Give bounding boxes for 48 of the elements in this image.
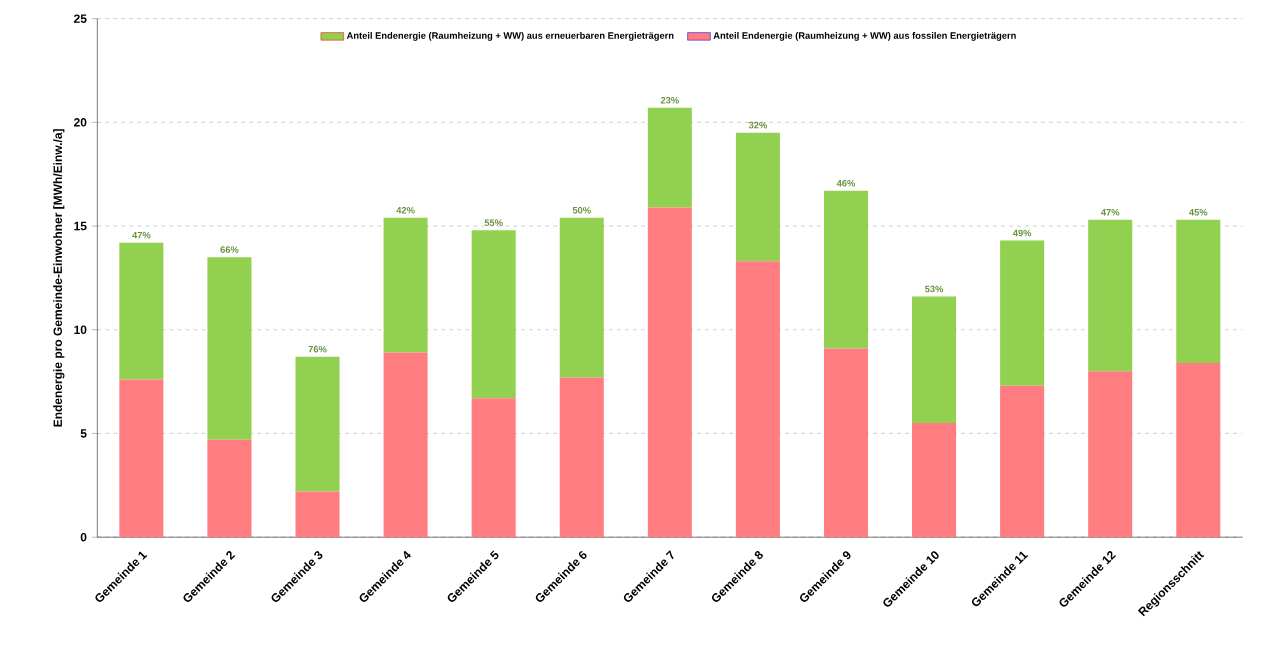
bar [1088, 219, 1133, 372]
bar [383, 352, 428, 537]
bar [119, 242, 164, 380]
annotation: 45% [1189, 208, 1208, 216]
annotation: 47% [132, 231, 151, 239]
bar [1088, 371, 1133, 537]
annotation: 49% [1012, 229, 1032, 237]
annotation: 23% [660, 96, 679, 104]
annotation: 32% [748, 121, 767, 129]
bar [735, 261, 780, 537]
y-tick-label: 0 [80, 532, 87, 542]
bar [912, 422, 957, 537]
y-tick-label: 25 [74, 14, 87, 23]
y-axis-title: Endenergie pro Gemeinde-Einwohner [MWh/Einw./a] [53, 128, 65, 427]
y-tick-label: 10 [74, 325, 87, 334]
bar [823, 190, 868, 349]
bar [119, 379, 164, 537]
bar [1000, 385, 1045, 537]
bar [735, 132, 780, 262]
annotation: 53% [925, 285, 944, 293]
annotation: 47% [1101, 208, 1120, 216]
annotation: 46% [836, 179, 856, 187]
bar [559, 377, 604, 537]
bar [207, 439, 252, 537]
bar [383, 217, 428, 353]
y-tick-label: 5 [80, 429, 87, 438]
bar [471, 397, 516, 537]
legend-label: Anteil Endenergie (Raumheizung + WW) aus fossilen Energieträgern [713, 31, 1016, 41]
bar [823, 348, 868, 537]
bar [1000, 240, 1045, 386]
annotation: 42% [396, 206, 415, 214]
annotation: 55% [484, 219, 503, 226]
annotation: 76% [308, 345, 327, 353]
legend-label: Anteil Endenergie (Raumheizung + WW) aus erneuerbaren Energieträgern [346, 31, 674, 41]
annotation: 66% [220, 246, 239, 253]
bar [295, 491, 340, 537]
y-tick-label: 20 [74, 117, 87, 127]
bar [295, 356, 340, 492]
bar [207, 256, 252, 440]
bar [1176, 362, 1221, 537]
bar [471, 229, 516, 398]
bar [1176, 219, 1221, 363]
annotation: 50% [572, 206, 591, 214]
bar [647, 207, 692, 537]
y-tick-label: 15 [74, 221, 87, 231]
bar [559, 217, 604, 378]
bar [647, 107, 692, 208]
bar [912, 296, 957, 423]
